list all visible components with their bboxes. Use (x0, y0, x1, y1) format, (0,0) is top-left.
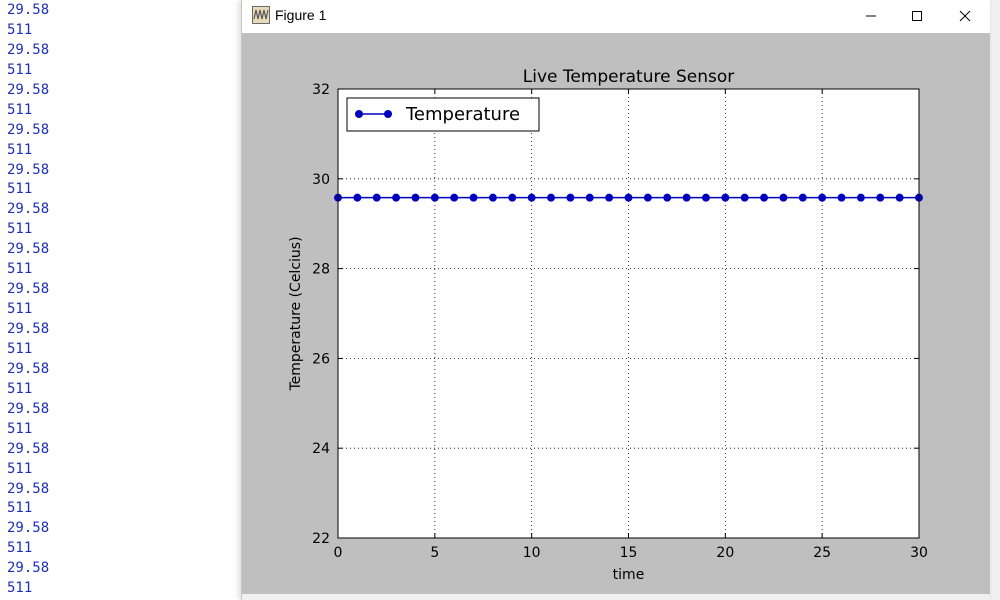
data-point (701, 193, 710, 202)
console-line: 29.58 (7, 560, 50, 577)
x-axis-label: time (613, 567, 645, 583)
temperature-chart: 0 5 10 15 20 25 30 22 24 26 28 30 32 Live Temperatur… (288, 67, 928, 583)
console-line: 511 (7, 301, 33, 318)
data-point (508, 193, 517, 202)
y-tick-label: 32 (312, 82, 330, 98)
data-point (643, 193, 652, 202)
data-point (353, 193, 362, 202)
data-point (721, 193, 730, 202)
minimize-button[interactable] (848, 0, 894, 32)
figure-window[interactable]: Figure 1 0 5 10 15 20 25 30 22 24 26 28 30 32 Live T… (241, 0, 990, 600)
console-line: 29.58 (7, 480, 50, 497)
data-point (682, 193, 691, 202)
data-point (740, 193, 749, 202)
console-line: 29.58 (7, 201, 50, 218)
data-point (469, 193, 478, 202)
data-point (876, 193, 885, 202)
x-tick-label: 5 (430, 545, 439, 561)
close-button[interactable] (942, 0, 988, 32)
console-line: 511 (7, 221, 33, 238)
data-point (760, 193, 769, 202)
maximize-button[interactable] (894, 0, 940, 32)
data-point (663, 193, 672, 202)
console-line: 29.58 (7, 520, 50, 537)
title-bar[interactable]: Figure 1 (242, 0, 990, 33)
data-point (527, 193, 536, 202)
console-line: 29.58 (7, 400, 50, 417)
console-line: 511 (7, 420, 33, 437)
data-point (411, 193, 420, 202)
console-output: 29.58 511 29.58 511 29.58 511 29.58 511 29.58 511… (0, 0, 240, 600)
figure-canvas[interactable]: 0 5 10 15 20 25 30 22 24 26 28 30 32 Live Temperatur… (242, 33, 990, 600)
y-tick-label: 28 (312, 262, 330, 278)
x-tick-label: 10 (523, 545, 541, 561)
console-line: 511 (7, 540, 33, 557)
data-point (624, 193, 633, 202)
console-line: 29.58 (7, 241, 50, 258)
matplotlib-figure-icon (252, 6, 270, 24)
x-tick-label: 25 (813, 545, 831, 561)
y-axis-label: Temperature (Celcius) (288, 236, 304, 391)
data-point (605, 193, 614, 202)
data-point (798, 193, 807, 202)
legend: Temperature (346, 97, 540, 132)
data-point (566, 193, 575, 202)
console-line: 511 (7, 580, 33, 597)
y-tick-label: 26 (312, 351, 330, 367)
window-title: Figure 1 (275, 7, 327, 23)
console-line: 511 (7, 61, 33, 78)
data-point (779, 193, 788, 202)
console-line: 511 (7, 340, 33, 357)
close-icon (959, 10, 971, 22)
console-line: 29.58 (7, 121, 50, 138)
y-tick-label: 24 (312, 441, 330, 457)
console-line: 29.58 (7, 41, 50, 58)
legend-entry-temperature: Temperature (405, 104, 520, 125)
data-point (585, 193, 594, 202)
chart-title: Live Temperature Sensor (523, 67, 734, 87)
data-point (895, 193, 904, 202)
data-point (488, 193, 497, 202)
console-line: 29.58 (7, 2, 50, 18)
x-tick-label: 0 (334, 545, 343, 561)
data-point (430, 193, 439, 202)
console-line: 511 (7, 21, 33, 38)
console-line: 29.58 (7, 321, 50, 337)
console-line: 511 (7, 500, 33, 517)
console-line: 29.58 (7, 281, 50, 298)
console-line: 29.58 (7, 440, 50, 457)
data-point (837, 193, 846, 202)
background-window-edge (990, 0, 1000, 600)
data-point (450, 193, 459, 202)
data-point (372, 193, 381, 202)
minimize-icon (866, 15, 876, 17)
x-tick-label: 20 (716, 545, 734, 561)
console-line: 511 (7, 460, 33, 477)
window-bottom-edge (242, 594, 990, 600)
console-line: 511 (7, 181, 33, 198)
console-line: 29.58 (7, 360, 50, 377)
data-point (547, 193, 556, 202)
y-tick-label: 30 (312, 172, 330, 188)
x-tick-label: 30 (910, 545, 928, 561)
maximize-icon (912, 11, 922, 21)
console-line: 29.58 (7, 81, 50, 98)
y-tick-label: 22 (312, 531, 330, 547)
console-line: 511 (7, 380, 33, 397)
console-line: 29.58 (7, 161, 50, 178)
data-point (818, 193, 827, 202)
x-tick-label: 15 (620, 545, 638, 561)
data-point (856, 193, 865, 202)
data-point (392, 193, 401, 202)
console-line: 511 (7, 261, 33, 278)
console-line: 511 (7, 101, 33, 118)
console-line: 511 (7, 141, 33, 158)
